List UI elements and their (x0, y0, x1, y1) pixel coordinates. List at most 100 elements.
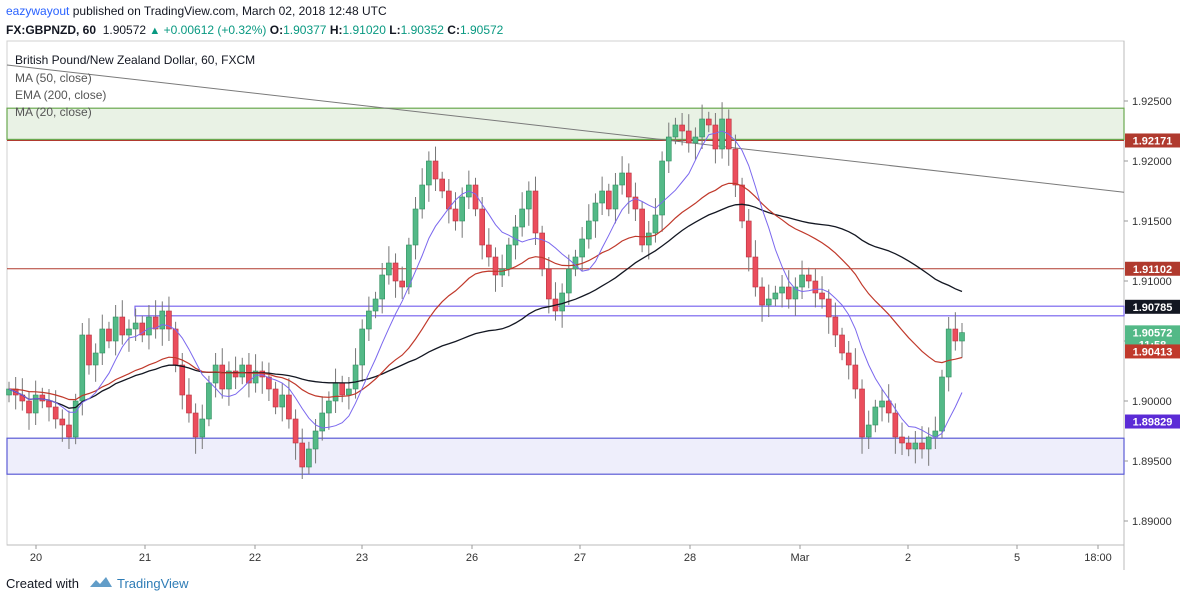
legend-ema200[interactable]: EMA (200, close) (15, 88, 107, 102)
candle-body (792, 286, 799, 300)
candle (106, 321, 112, 349)
candle-body (399, 280, 405, 288)
candle-body (712, 124, 719, 150)
candle (819, 276, 825, 309)
candle (492, 247, 499, 292)
candle-body (112, 316, 119, 342)
author-link[interactable]: eazywayout (6, 4, 70, 18)
candle-body (246, 364, 252, 384)
candle (745, 209, 752, 272)
candle-body (526, 190, 532, 210)
candle-body (785, 286, 792, 300)
candle-body (765, 298, 772, 306)
candle-body (366, 310, 372, 330)
candle (619, 156, 625, 195)
candle-body (26, 400, 32, 414)
price-label-text: 1.92171 (1133, 135, 1173, 147)
candle-body (619, 172, 625, 186)
candle (639, 201, 645, 253)
quote-line: FX:GBPNZD, 60 1.90572 ▲ +0.00612 (+0.32%… (6, 23, 503, 37)
candle (672, 117, 679, 145)
candle (905, 435, 912, 457)
y-tick-label: 1.92000 (1132, 156, 1172, 168)
candle (379, 263, 386, 314)
candle-body (66, 424, 72, 438)
candle-body (39, 394, 46, 402)
candle-body (672, 124, 679, 138)
candle (625, 163, 632, 214)
candle (46, 389, 52, 422)
candle-body (819, 292, 825, 300)
candle (266, 362, 272, 401)
tradingview-link[interactable]: TradingView (117, 576, 189, 591)
legend-ma50[interactable]: MA (50, close) (15, 71, 92, 85)
candle-body (592, 202, 599, 222)
candle (439, 171, 445, 199)
candle (892, 403, 899, 454)
candle-body (392, 262, 399, 282)
candle-body (719, 118, 725, 150)
candle (72, 393, 79, 445)
candle (939, 369, 945, 439)
candle (759, 277, 765, 322)
candle-body (852, 364, 859, 390)
candle (486, 228, 492, 267)
candle-body (159, 310, 166, 330)
x-tick-label: 2 (905, 552, 911, 564)
candle-body (512, 226, 519, 246)
price-label-bg (1125, 299, 1180, 314)
candle (246, 353, 252, 398)
candle (392, 253, 399, 298)
candle-body (486, 244, 492, 258)
x-tick-label: 22 (249, 552, 261, 564)
candle (66, 410, 72, 449)
candle-body (919, 442, 925, 450)
x-tick-label: Mar (791, 552, 810, 564)
price-label: 1.89829 (1125, 414, 1180, 429)
candle-body (612, 184, 619, 210)
candle-body (192, 412, 199, 438)
candle (732, 134, 739, 197)
candle-body (232, 370, 239, 378)
candle-body (579, 238, 585, 258)
candle-body (865, 424, 872, 438)
candle (186, 378, 192, 423)
candle-body (292, 418, 299, 444)
x-tick-label: 21 (139, 552, 151, 564)
candle-body (519, 208, 525, 228)
candle (199, 404, 206, 449)
change-value: +0.00612 (+0.32%) (163, 23, 267, 37)
candle (272, 381, 279, 415)
candle-body (32, 394, 39, 414)
candle (399, 266, 405, 299)
candle-body (879, 400, 885, 408)
candle (59, 409, 66, 442)
price-label-text: 1.90572 (1133, 327, 1173, 339)
candle-body (306, 448, 312, 468)
candle-body (179, 364, 186, 396)
candle-body (839, 334, 845, 354)
candle-body (779, 286, 785, 294)
candle (559, 283, 565, 328)
legend-ma20[interactable]: MA (20, close) (15, 105, 92, 119)
candle (825, 289, 832, 334)
y-tick-label: 1.91000 (1132, 276, 1172, 288)
candle-body (692, 136, 699, 144)
candle-body (426, 160, 432, 186)
candle-body (239, 364, 246, 378)
candle (605, 183, 612, 217)
candle (832, 302, 839, 347)
candle-body (106, 328, 112, 342)
candle-body (645, 232, 652, 246)
candle-body (759, 286, 765, 306)
candle (226, 361, 232, 406)
candle (592, 193, 599, 238)
candle-body (859, 388, 865, 438)
candle-body (499, 268, 505, 276)
x-tick-label: 28 (684, 552, 696, 564)
candle-body (805, 274, 812, 282)
x-tick-label: 26 (466, 552, 478, 564)
candle-body (532, 190, 539, 234)
candle (192, 403, 199, 454)
